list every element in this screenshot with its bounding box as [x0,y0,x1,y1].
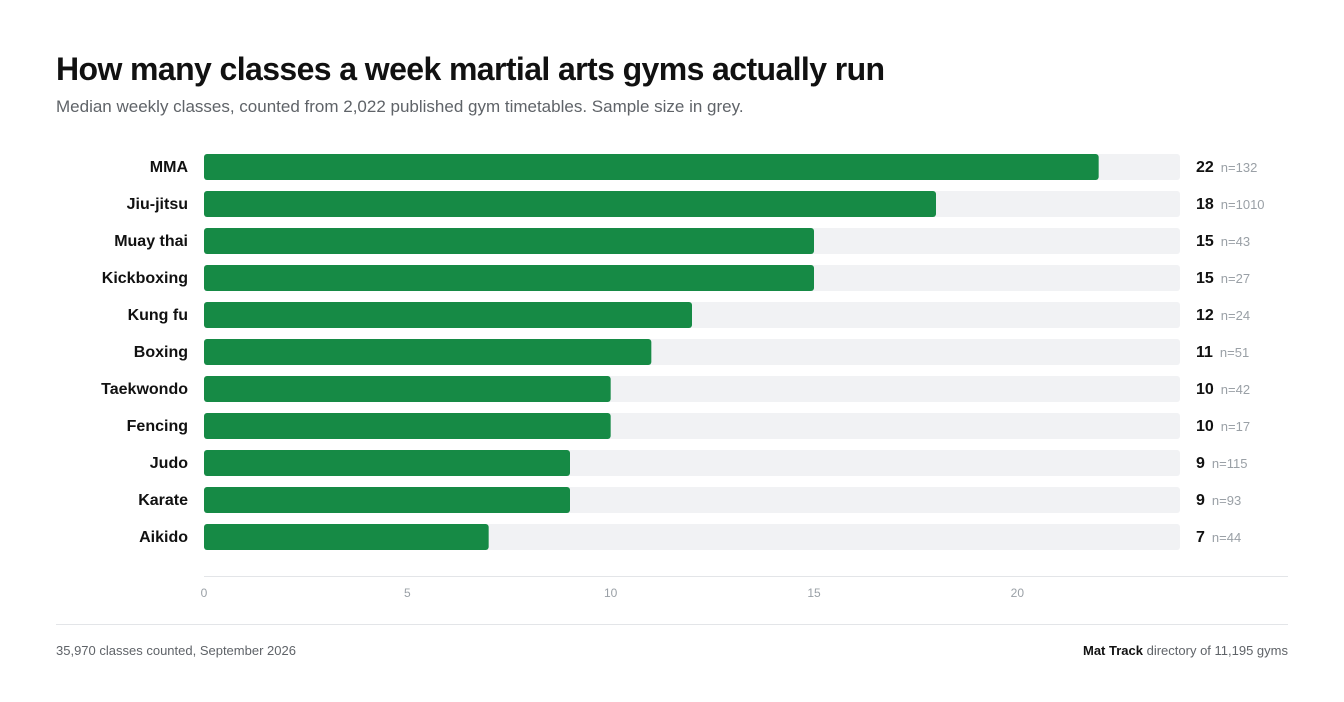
category-label-judo: Judo [150,455,188,472]
category-label-fencing: Fencing [127,418,188,435]
chart-title: How many classes a week martial arts gym… [56,51,885,87]
x-tick-label-15: 15 [807,586,821,600]
sample-size-taekwondo: n=42 [1221,382,1250,397]
bar-judo [204,450,570,476]
bar-kickboxing [204,265,814,291]
category-label-kickboxing: Kickboxing [102,270,188,287]
value-label-boxing: 11 [1196,344,1213,361]
bar-jiu-jitsu [204,191,936,217]
bar-karate [204,487,570,513]
category-label-aikido: Aikido [139,529,188,546]
value-label-jiu-jitsu: 18 [1196,196,1214,213]
bar-muay-thai [204,228,814,254]
bar-mma [204,154,1099,180]
footer-note: 35,970 classes counted, September 2026 [56,643,296,658]
value-label-muay-thai: 15 [1196,233,1214,250]
chart-subtitle: Median weekly classes, counted from 2,02… [56,97,744,116]
x-tick-label-0: 0 [201,586,208,600]
value-label-mma: 22 [1196,159,1214,176]
footer-source: Mat Track directory of 11,195 gyms [1083,643,1288,658]
brand-name: Mat Track [1083,643,1143,658]
value-label-fencing: 10 [1196,418,1214,435]
sample-size-aikido: n=44 [1212,530,1241,545]
bar-chart: MMA 22 n=132 Jiu-jitsu 18 n=1010 Muay thai 15 n=… [101,154,1288,600]
category-label-taekwondo: Taekwondo [101,381,188,398]
bar-boxing [204,339,652,365]
category-label-boxing: Boxing [134,344,188,361]
value-label-karate: 9 [1196,492,1205,509]
bar-kung-fu [204,302,692,328]
value-label-aikido: 7 [1196,529,1205,546]
x-tick-label-20: 20 [1011,586,1025,600]
category-label-karate: Karate [138,492,188,509]
sample-size-judo: n=115 [1212,456,1248,471]
value-label-kung-fu: 12 [1196,307,1214,324]
value-label-taekwondo: 10 [1196,381,1214,398]
sample-size-jiu-jitsu: n=1010 [1221,197,1265,212]
value-label-kickboxing: 15 [1196,270,1214,287]
bar-aikido [204,524,489,550]
sample-size-mma: n=132 [1221,160,1258,175]
sample-size-kung-fu: n=24 [1221,308,1250,323]
sample-size-muay-thai: n=43 [1221,234,1250,249]
x-tick-label-10: 10 [604,586,618,600]
category-label-kung-fu: Kung fu [128,307,188,324]
category-label-mma: MMA [150,159,189,176]
category-label-muay-thai: Muay thai [114,233,188,250]
sample-size-karate: n=93 [1212,493,1241,508]
x-tick-label-5: 5 [404,586,411,600]
source-text: directory of 11,195 gyms [1146,643,1288,658]
value-label-judo: 9 [1196,455,1205,472]
sample-size-fencing: n=17 [1221,419,1250,434]
bar-fencing [204,413,611,439]
bar-taekwondo [204,376,611,402]
category-label-jiu-jitsu: Jiu-jitsu [127,196,188,213]
sample-size-kickboxing: n=27 [1221,271,1250,286]
footer: 35,970 classes counted, September 2026 M… [56,624,1288,658]
sample-size-boxing: n=51 [1220,345,1249,360]
